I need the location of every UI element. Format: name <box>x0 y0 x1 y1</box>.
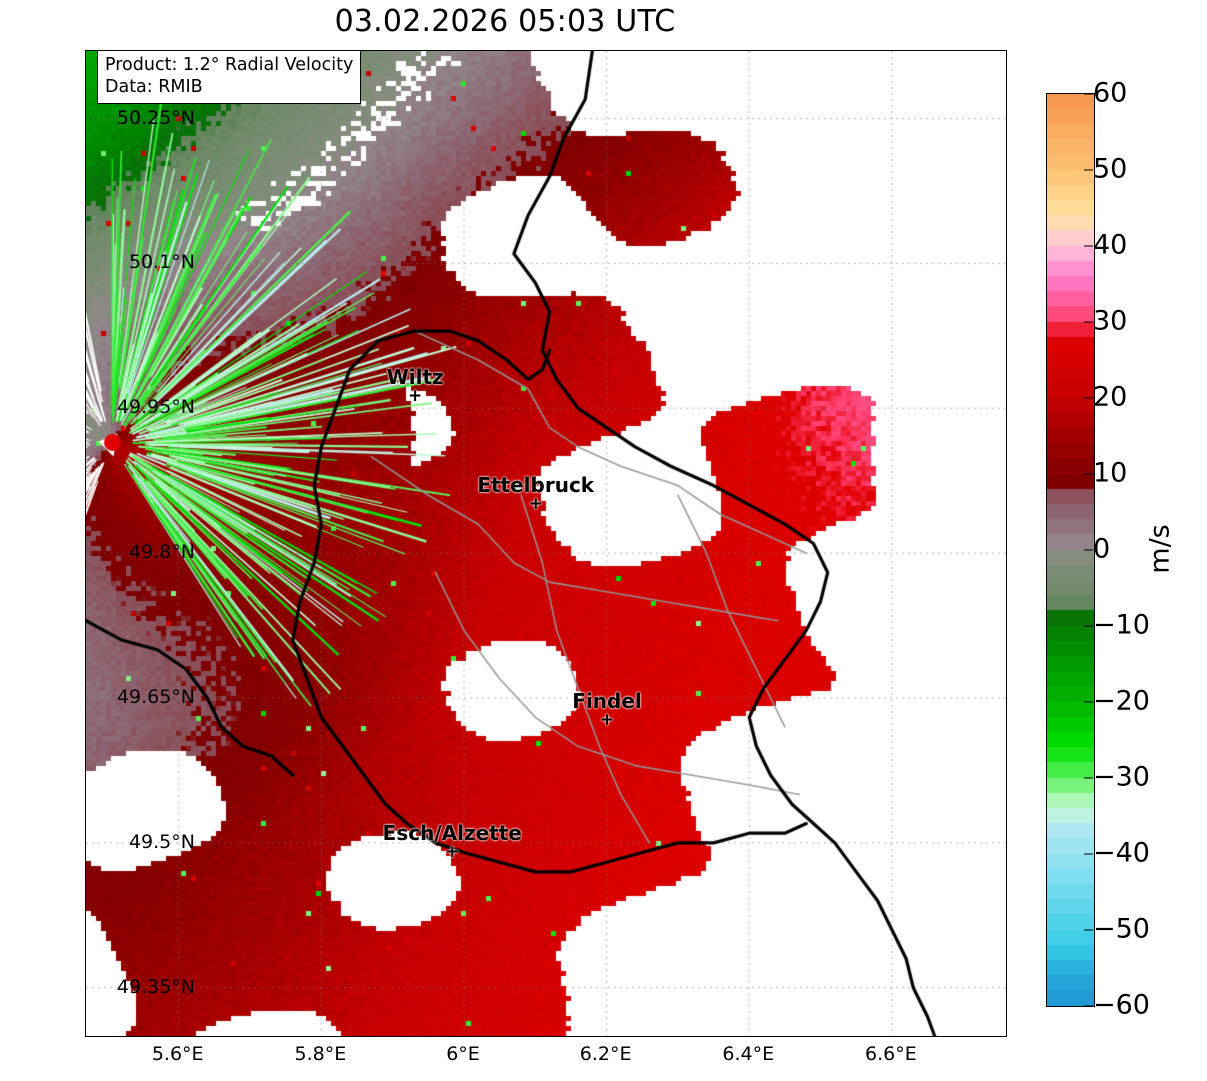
city-marker-icon: + <box>599 710 615 731</box>
y-tick-label: 49.8°N <box>128 541 195 564</box>
city-label-findel: Findel + <box>572 689 642 728</box>
city-marker-icon: + <box>445 841 460 862</box>
x-tick-label: 6.6°E <box>865 1043 917 1065</box>
colorbar-tick: −20 <box>1084 685 1150 717</box>
y-tick-label: 50.1°N <box>128 251 195 274</box>
colorbar-tick: 50 <box>1083 153 1128 185</box>
colorbar-tick: 30 <box>1083 305 1128 337</box>
x-tick-label: 5.6°E <box>151 1043 204 1065</box>
colorbar-tick: −60 <box>1084 989 1150 1021</box>
colorbar-tick: 20 <box>1083 381 1128 413</box>
product-info-box: Product: 1.2° Radial Velocity Data: RMIB <box>97 50 362 104</box>
radar-velocity-heatmap <box>86 51 1006 1036</box>
x-tick-label: 6.4°E <box>722 1043 775 1065</box>
colorbar-tick: −50 <box>1084 913 1150 945</box>
x-tick-label: 5.8°E <box>294 1043 347 1065</box>
y-tick-label: 49.5°N <box>128 830 195 853</box>
x-tick-label: 6.2°E <box>579 1043 632 1065</box>
city-name: Ettelbruck <box>477 473 595 498</box>
city-label-esch-alzette: Esch/Alzette + <box>383 821 522 860</box>
city-label-wiltz: Wiltz + <box>387 365 444 404</box>
radar-map-panel[interactable] <box>85 50 1007 1037</box>
x-tick-label: 6°E <box>446 1043 480 1065</box>
y-tick-label: 49.65°N <box>116 686 195 708</box>
colorbar-tick: 40 <box>1083 229 1128 261</box>
city-name: Esch/Alzette <box>382 820 522 845</box>
y-tick-label: 49.95°N <box>116 396 195 419</box>
city-name: Findel <box>572 689 642 714</box>
city-name: Wiltz <box>386 364 444 389</box>
colorbar-tick: −10 <box>1084 609 1150 641</box>
colorbar-tick: −40 <box>1084 837 1150 869</box>
data-source-line: Data: RMIB <box>105 77 203 98</box>
colorbar-tick: 60 <box>1083 77 1128 109</box>
y-tick-label: 50.25°N <box>116 106 195 129</box>
city-label-ettelbruck: Ettelbruck + <box>477 473 594 512</box>
product-line: Product: 1.2° Radial Velocity <box>105 55 354 75</box>
colorbar-tick: 0 <box>1083 533 1111 565</box>
city-marker-icon: + <box>528 494 543 515</box>
y-tick-label: 49.35°N <box>116 975 195 998</box>
city-marker-icon: + <box>408 385 423 406</box>
colorbar-tick: 10 <box>1083 457 1128 489</box>
page-title: 03.02.2026 05:03 UTC <box>334 4 676 39</box>
colorbar-tick: −30 <box>1084 761 1150 793</box>
colorbar-unit-label: m/s <box>1144 524 1176 574</box>
